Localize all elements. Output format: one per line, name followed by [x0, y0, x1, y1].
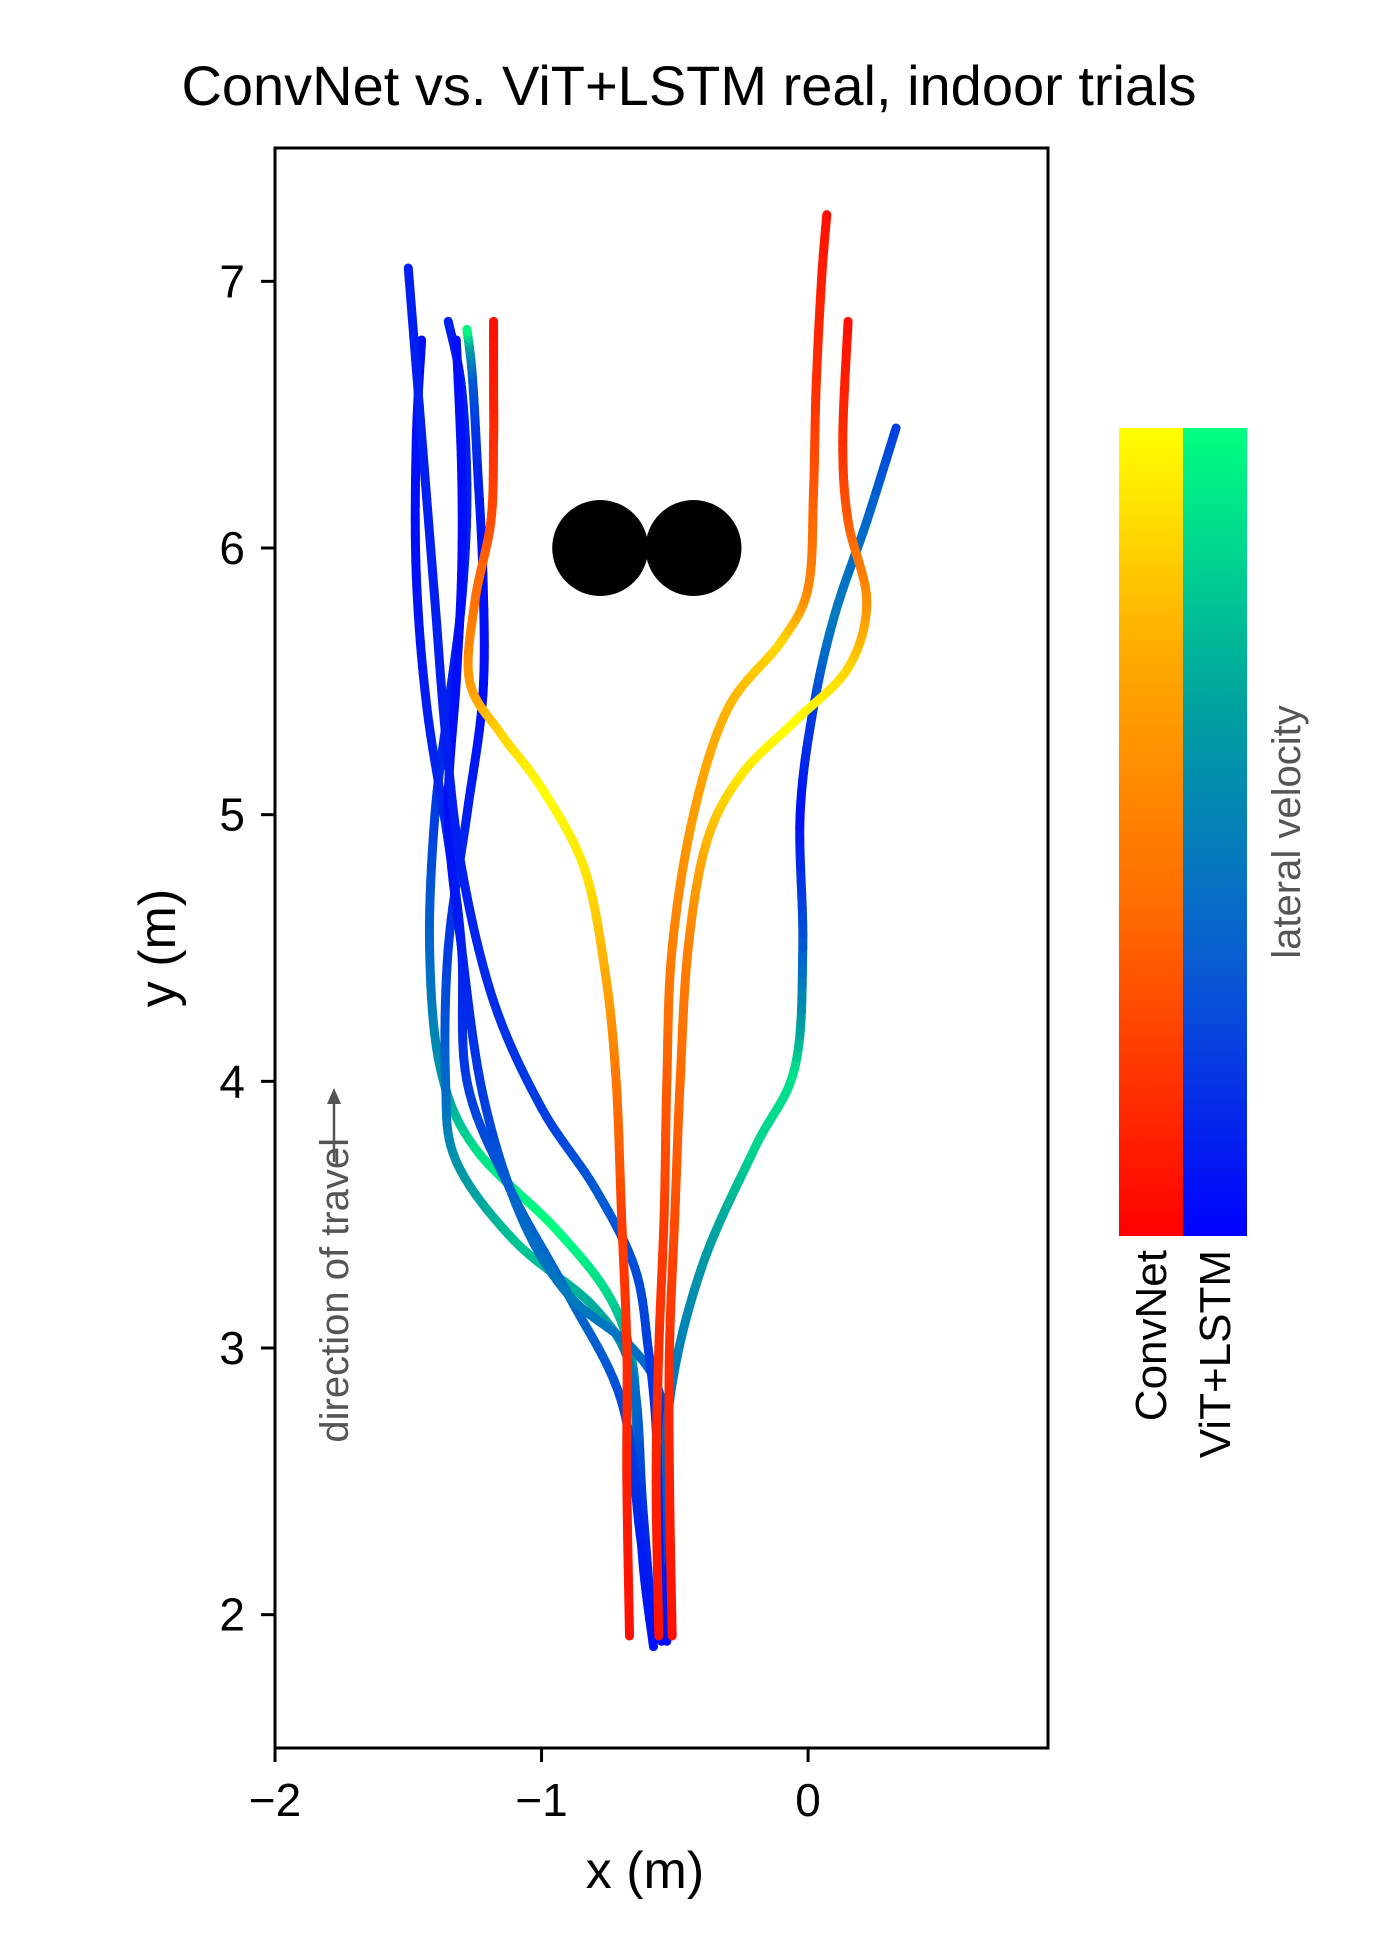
- direction-arrow-head-icon: [327, 1088, 341, 1104]
- trajectory-vit-lstm-8: [662, 428, 897, 1561]
- x-tick-label: −2: [249, 1774, 301, 1826]
- y-tick-label: 6: [219, 522, 245, 574]
- trajectory-segment: [448, 321, 449, 325]
- x-tick-label: −1: [515, 1774, 567, 1826]
- direction-of-travel-label: direction of travel: [313, 1138, 357, 1443]
- axis-ticks: −2 −1 0 2 3 4 5 6 7: [219, 255, 820, 1826]
- y-tick-label: 5: [219, 789, 245, 841]
- obstacle-1: [552, 500, 648, 596]
- colorbar-entry-vit-lstm: ViT+LSTM: [1191, 1250, 1240, 1458]
- direction-annotation: direction of travel: [313, 1088, 357, 1443]
- y-tick-label: 4: [219, 1055, 245, 1107]
- x-tick-label: 0: [795, 1774, 821, 1826]
- colorbar-vit-lstm: [1183, 428, 1247, 1236]
- plot-area: [408, 215, 896, 1647]
- chart-title: ConvNet vs. ViT+LSTM real, indoor trials: [181, 54, 1196, 117]
- colorbar-convnet: [1119, 428, 1183, 1236]
- trajectory-segment: [894, 428, 896, 434]
- colorbar-label: lateral velocity: [1265, 705, 1309, 958]
- y-tick-label: 7: [219, 255, 245, 307]
- x-axis-label: x (m): [586, 1842, 704, 1900]
- trajectory-segment: [408, 268, 409, 280]
- colorbar: lateral velocity ConvNet ViT+LSTM: [1119, 428, 1309, 1458]
- y-tick-label: 2: [219, 1589, 245, 1641]
- colorbar-entry-convnet: ConvNet: [1127, 1250, 1176, 1421]
- obstacle-2: [646, 500, 742, 596]
- y-tick-label: 3: [219, 1322, 245, 1374]
- y-axis-label: y (m): [129, 889, 187, 1007]
